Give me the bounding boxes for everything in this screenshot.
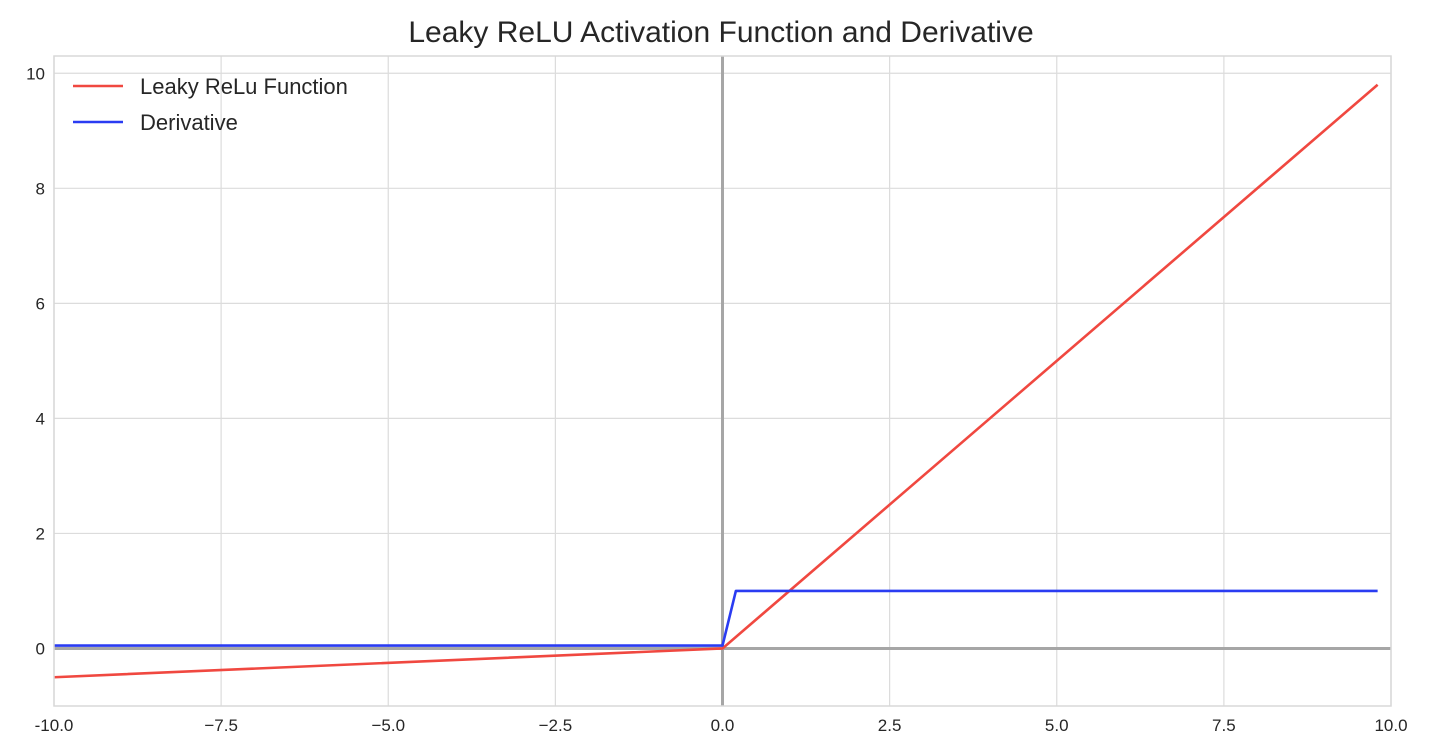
- x-tick-label: 7.5: [1212, 716, 1236, 735]
- legend-label-0: Leaky ReLu Function: [140, 74, 348, 99]
- legend-label-1: Derivative: [140, 110, 238, 135]
- x-tick-label: 10.0: [1374, 716, 1407, 735]
- x-tick-label: 0.0: [711, 716, 735, 735]
- x-tick-label: 2.5: [878, 716, 902, 735]
- series-line-0: [53, 83, 1379, 679]
- tick-labels: -10.0 −7.5 −5.0 −2.5 0.0 2.5 5.0 7.5 10.0 0 2 4 6 8 10: [26, 64, 1407, 735]
- x-tick-label: −5.0: [371, 716, 405, 735]
- y-tick-label: 8: [36, 179, 45, 198]
- chart-title: Leaky ReLU Activation Function and Deriv…: [408, 16, 1033, 49]
- y-tick-label: 4: [36, 409, 45, 428]
- x-tick-label: -10.0: [35, 716, 74, 735]
- x-tick-label: 5.0: [1045, 716, 1069, 735]
- plot-area-frame: [53, 55, 1392, 707]
- y-tick-label: 2: [36, 524, 45, 543]
- x-tick-label: −2.5: [539, 716, 573, 735]
- series-lines: [53, 83, 1379, 679]
- x-tick-label: −7.5: [204, 716, 238, 735]
- y-tick-label: 6: [36, 294, 45, 313]
- y-tick-label: 0: [36, 639, 45, 658]
- legend: Leaky ReLu Function Derivative: [73, 74, 348, 135]
- y-tick-label: 10: [26, 64, 45, 83]
- series-line-1: [54, 589, 1378, 647]
